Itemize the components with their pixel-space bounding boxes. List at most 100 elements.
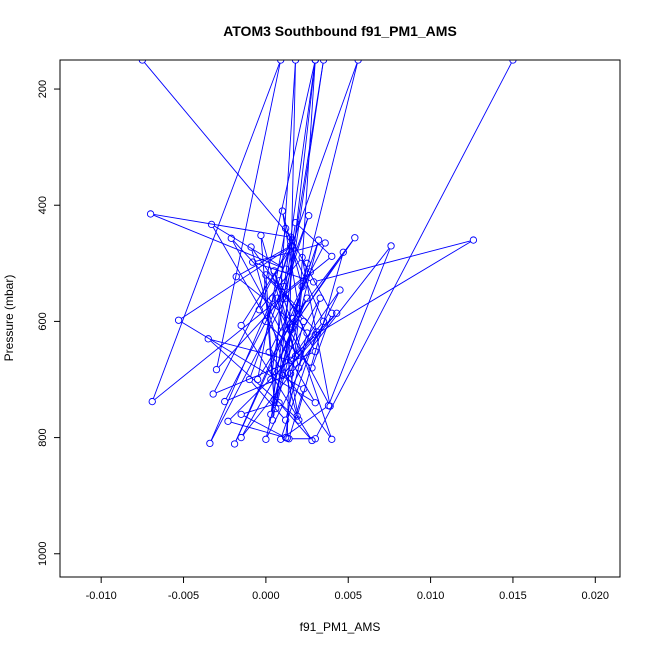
data-point [249, 258, 257, 266]
data-point [281, 265, 290, 273]
data-point [298, 282, 306, 291]
data-point [291, 352, 300, 360]
data-point [270, 396, 278, 404]
data-point [311, 435, 319, 443]
data-point [268, 294, 277, 302]
series-segment [274, 316, 298, 369]
data-point [295, 416, 303, 424]
data-point [339, 248, 347, 256]
data-point [288, 314, 296, 323]
data-point [237, 433, 245, 442]
series-segment [242, 327, 311, 438]
series-segment [279, 273, 309, 297]
data-point [321, 239, 329, 247]
series-segment [232, 240, 282, 331]
series-segment [272, 63, 296, 417]
series-segment [181, 247, 290, 319]
series-segment [252, 249, 303, 320]
data-point [270, 367, 278, 376]
data-point [509, 60, 517, 64]
series-segment [292, 62, 358, 325]
series-segment [273, 300, 330, 404]
data-point [354, 60, 362, 64]
series-segment [266, 242, 292, 319]
series-segment [259, 63, 316, 307]
data-point [206, 439, 214, 448]
data-point [295, 304, 303, 313]
x-axis-label: f91_PM1_AMS [300, 620, 381, 634]
data-point [314, 236, 323, 244]
data-point [281, 294, 290, 302]
y-tick-label: 600 [37, 312, 49, 330]
series-segment [292, 242, 318, 316]
data-point [295, 364, 303, 372]
data-point [232, 273, 240, 281]
series-segment [270, 354, 331, 437]
data-point [267, 375, 275, 384]
series-segment [144, 62, 289, 236]
data-point [221, 397, 229, 406]
data-point [469, 236, 478, 244]
plot-frame [59, 59, 621, 578]
data-point [288, 236, 296, 244]
data-point [316, 294, 324, 302]
series-segment [152, 62, 281, 399]
data-point [336, 286, 344, 294]
series-segment [230, 421, 285, 438]
data-point [281, 416, 290, 424]
data-point [311, 331, 319, 339]
data-point [303, 259, 311, 267]
data-point [227, 234, 235, 242]
data-point [255, 306, 263, 314]
series-segment [214, 242, 292, 392]
data-point [262, 435, 270, 443]
series-segment [238, 247, 289, 276]
series-segment [242, 248, 390, 436]
data-point [278, 207, 287, 215]
data-point [309, 278, 318, 286]
data-point [308, 364, 316, 372]
data-point [387, 242, 395, 250]
data-point [328, 309, 336, 317]
series-segment [153, 214, 288, 238]
data-point [230, 440, 239, 448]
data-point [245, 375, 254, 384]
series-segment [297, 255, 343, 414]
series-segment [279, 62, 358, 278]
data-point [319, 317, 328, 326]
data-point [298, 253, 306, 262]
series-segment [210, 300, 272, 441]
series-segment [316, 62, 512, 437]
data-point [311, 60, 319, 64]
data-point [270, 267, 278, 275]
data-point [280, 282, 288, 291]
data-point [303, 294, 311, 302]
data-point [277, 60, 285, 64]
x-axis: -0.010 -0.005 0.000 0.005 0.010 0.015 0.020 [86, 577, 609, 602]
series-segment [283, 63, 316, 284]
data-point [286, 370, 295, 378]
data-point [328, 435, 336, 443]
data-point [273, 294, 282, 302]
data-point [265, 348, 273, 356]
series-segment [282, 218, 309, 296]
data-point [278, 371, 287, 380]
x-tick-label: 0.000 [252, 590, 280, 602]
y-tick-label: 200 [37, 80, 49, 98]
data-point [300, 385, 308, 393]
y-tick-label: 800 [37, 428, 49, 446]
data-point [204, 335, 212, 343]
series-segment [290, 324, 304, 371]
chart-title: ATOM3 Southbound f91_PM1_AMS [223, 23, 457, 39]
series-segment [235, 274, 310, 442]
data-point [351, 234, 359, 242]
data-point [138, 60, 147, 64]
series-segment [316, 240, 471, 282]
data-point [262, 317, 270, 326]
series-segment [210, 300, 285, 441]
data-point [306, 268, 315, 276]
series-segment [210, 340, 297, 419]
series-segment [298, 63, 316, 311]
data-point [333, 309, 341, 317]
data-point [278, 294, 287, 302]
